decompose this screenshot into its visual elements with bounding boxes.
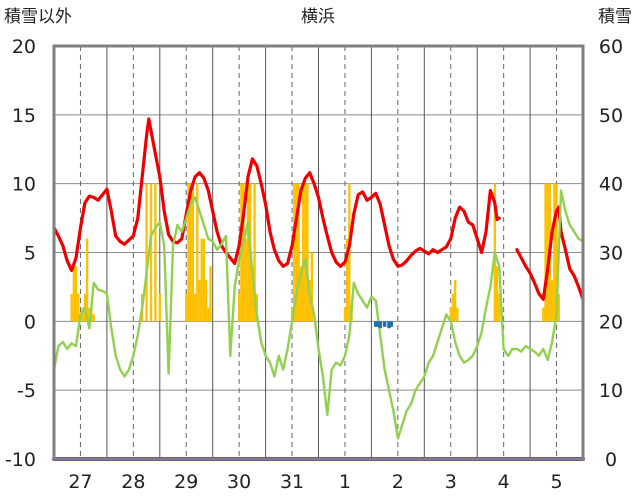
precip-bar <box>542 307 545 322</box>
marker-group <box>374 321 394 329</box>
precip-bar <box>77 293 80 322</box>
precip-bar <box>154 183 157 322</box>
precip-bar <box>72 266 75 322</box>
left-tick-label: 5 <box>24 243 36 265</box>
precip-bar <box>70 293 73 322</box>
x-tick-label: 30 <box>227 471 251 493</box>
x-tick-label: 28 <box>121 471 145 493</box>
precip-bar <box>74 266 78 322</box>
precip-bar <box>207 307 210 322</box>
plot-border <box>52 44 585 461</box>
precip-bar <box>301 183 305 322</box>
temperature-line <box>52 117 501 272</box>
precip-bar <box>204 280 208 322</box>
precip-bar <box>550 280 554 322</box>
precip-bar <box>293 183 296 322</box>
x-tick-label: 1 <box>339 471 351 493</box>
x-tick-label: 31 <box>280 471 304 493</box>
right-tick-label: 60 <box>599 36 623 58</box>
precip-bar <box>348 183 351 322</box>
grid-layer <box>54 46 583 459</box>
left-tick-label: 15 <box>12 105 36 127</box>
precip-bar <box>251 266 254 322</box>
right-tick-label: 40 <box>599 174 623 196</box>
precip-bar <box>187 183 190 322</box>
precip-bar <box>555 183 558 322</box>
x-tick-label: 3 <box>445 471 457 493</box>
left-tick-label: 20 <box>12 36 36 58</box>
left-tick-label: -5 <box>17 380 36 402</box>
precip-bar <box>85 238 89 322</box>
marker-bar <box>382 321 387 327</box>
precip-bar <box>557 293 560 322</box>
precip-bar <box>343 307 347 322</box>
precip-bar <box>553 183 556 322</box>
precip-bar <box>81 307 84 322</box>
precip-bar <box>244 238 247 322</box>
precip-bar <box>185 293 188 322</box>
precip-bar <box>191 183 195 322</box>
right-axis-label: 積雪 <box>598 7 632 27</box>
precip-bar <box>253 183 256 322</box>
precip-bar <box>88 307 91 322</box>
precip-bar <box>456 307 459 322</box>
precip-bar <box>189 183 192 322</box>
left-tick-labels: 20 15 10 5 0 -5 -10 <box>5 36 36 471</box>
right-tick-label: 10 <box>599 380 623 402</box>
precip-bar <box>544 183 547 322</box>
x-tick-label: 2 <box>392 471 404 493</box>
precip-bar <box>310 252 314 322</box>
dewpoint-line <box>52 189 585 440</box>
precip-bar <box>498 293 501 322</box>
marker-bar <box>387 321 391 329</box>
precip-bar <box>299 266 303 322</box>
chart-title: 横浜 <box>301 7 335 27</box>
precip-bar <box>345 238 349 322</box>
precip-bar <box>495 266 499 322</box>
right-tick-label: 20 <box>599 311 623 333</box>
precip-bar <box>202 238 206 322</box>
precip-bar <box>158 293 161 322</box>
x-tick-labels: 27 28 29 30 31 1 2 3 4 5 <box>68 471 562 493</box>
marker-bar <box>376 321 380 327</box>
plot-frame <box>52 44 585 461</box>
precip-bar <box>454 280 457 322</box>
right-tick-label: 30 <box>599 243 623 265</box>
precip-bar <box>200 238 203 322</box>
marker-bar <box>378 321 382 329</box>
right-tick-labels: 60 50 40 30 20 10 0 <box>599 36 623 471</box>
x-tick-label: 29 <box>174 471 198 493</box>
precip-bar <box>242 183 245 322</box>
x-tick-label: 4 <box>498 471 510 493</box>
right-tick-label: 0 <box>605 449 617 471</box>
precip-bar <box>209 266 212 322</box>
precip-bar <box>295 183 298 322</box>
x-tick-label: 5 <box>551 471 563 493</box>
precip-bar <box>149 183 153 322</box>
marker-bar <box>389 321 394 327</box>
precip-bar <box>297 183 300 322</box>
left-axis-label: 積雪以外 <box>4 7 72 27</box>
x-tick-label: 27 <box>68 471 92 493</box>
precip-bar <box>246 183 250 322</box>
precip-bar <box>92 314 95 322</box>
precip-bar <box>306 183 309 322</box>
precip-bar <box>308 280 311 322</box>
precip-bar <box>145 183 148 322</box>
precip-bar <box>193 293 197 322</box>
precip-bar <box>451 293 455 322</box>
left-tick-label: -10 <box>5 449 36 471</box>
precip-bar <box>198 280 201 322</box>
precip-bar <box>237 293 241 322</box>
right-tick-label: 50 <box>599 105 623 127</box>
precip-bar <box>304 183 307 322</box>
temperature-line <box>515 205 585 301</box>
marker-bar <box>374 321 378 327</box>
precip-bar <box>449 307 452 322</box>
left-tick-label: 10 <box>12 174 36 196</box>
precip-bar <box>546 183 549 322</box>
left-tick-label: 0 <box>24 311 36 333</box>
precip-bar <box>196 183 199 322</box>
